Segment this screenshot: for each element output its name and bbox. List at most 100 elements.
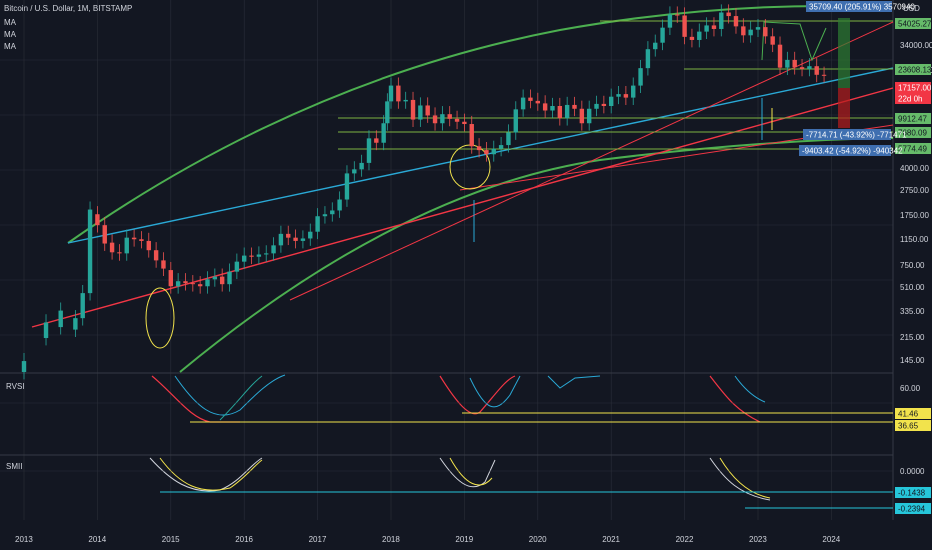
smii-tag-0143: -0.1438 (898, 489, 926, 498)
candle (264, 253, 269, 255)
candle (109, 242, 115, 253)
price-tag-7680: 7680.09 (898, 129, 927, 138)
candle (462, 121, 467, 125)
red-trendline-steep (289, 21, 894, 301)
candle (469, 124, 474, 147)
loss-projection-box (838, 88, 850, 128)
candle (660, 27, 665, 43)
price-tag-54025-bg (895, 18, 931, 29)
candle (161, 260, 166, 269)
candle (95, 214, 100, 226)
candle (21, 361, 27, 372)
candle (741, 26, 746, 36)
candle (234, 261, 240, 272)
rvsi-pane-title: RVSI (6, 382, 25, 391)
price-tag-5774-bg (895, 143, 931, 154)
candle (564, 104, 570, 119)
smii-line (439, 457, 496, 488)
candle (58, 310, 63, 328)
price-tag-9912: 9912.47 (898, 115, 927, 124)
candle (432, 115, 438, 124)
candle (117, 252, 122, 254)
candle (711, 25, 717, 29)
candle (755, 27, 761, 30)
time-axis: 2013 2014 2015 2016 2017 2018 2019 2020 2021 2022… (15, 535, 841, 544)
candle (249, 255, 254, 257)
time-tick-label: 2020 (529, 535, 547, 544)
price-tag-5774: 5774.49 (898, 145, 927, 154)
candle (733, 16, 739, 27)
candle (227, 271, 232, 285)
price-tick-label: 145.00 (900, 356, 925, 365)
smii-line (449, 457, 493, 486)
time-tick-label: 2018 (382, 535, 400, 544)
candle (645, 49, 651, 69)
indicator-panes (0, 374, 893, 509)
ma-indicator-3[interactable]: MA (4, 42, 16, 51)
candles (21, 4, 827, 380)
smii-line (709, 457, 771, 501)
candle (542, 103, 548, 111)
price-tag-7680-bg (895, 127, 931, 138)
price-tick-label: 4000.00 (900, 164, 929, 173)
rvsi-line (174, 374, 286, 416)
candle (146, 240, 151, 251)
candle (344, 173, 350, 200)
smii-pane-title: SMII (6, 462, 23, 471)
candle (366, 138, 372, 163)
candle (667, 14, 673, 28)
annotation-loss-2: -9403.42 (-54.92%) -940342 (802, 147, 903, 156)
green-arc-top (67, 4, 838, 244)
rvsi-tag-36-bg (895, 420, 931, 431)
candle (675, 14, 680, 16)
candle (153, 250, 159, 261)
candle (491, 148, 496, 155)
candle (403, 99, 408, 102)
time-tick-label: 2013 (15, 535, 33, 544)
candle (330, 210, 335, 215)
candle (535, 100, 540, 104)
candle (440, 114, 445, 124)
price-tick-label: 215.00 (900, 333, 925, 342)
candle (43, 322, 49, 339)
candle (124, 237, 129, 254)
smii-tag-0239: -0.2394 (898, 505, 926, 514)
candle (87, 209, 93, 294)
annotation-gain-bg (806, 1, 892, 12)
candle (476, 146, 482, 151)
candle (139, 239, 144, 241)
price-tag-current-bg (895, 82, 931, 93)
candle (454, 118, 460, 122)
ma-indicator-2[interactable]: MA (4, 30, 16, 39)
candle (197, 284, 203, 287)
candle (308, 231, 313, 239)
price-tick-label: 2750.00 (900, 186, 929, 195)
rvsi-line (734, 375, 766, 403)
candle (352, 169, 357, 174)
rvsi-line (709, 375, 761, 423)
candle (821, 74, 827, 76)
rvsi-line (469, 375, 521, 408)
smii-tag-0239-bg (895, 503, 931, 514)
candle (271, 245, 276, 254)
ma-indicator-1[interactable]: MA (4, 18, 16, 27)
green-arc-bottom (179, 137, 894, 373)
candle (337, 199, 342, 211)
time-tick-label: 2016 (235, 535, 253, 544)
price-tag-countdown-bg (895, 93, 931, 104)
annotation-gain: 35709.40 (205.91%) 3570940 (809, 3, 915, 12)
candle (601, 103, 607, 106)
price-tag-23608-bg (895, 64, 931, 75)
candle (498, 145, 504, 149)
price-tag-23608: 23608.13 (898, 66, 932, 75)
candle (385, 101, 390, 124)
candle (219, 276, 225, 285)
price-tick-label: 335.00 (900, 307, 925, 316)
candle (73, 318, 78, 330)
candle (359, 162, 364, 170)
candle (682, 15, 687, 37)
candle (785, 59, 790, 68)
rvsi-line (547, 375, 601, 389)
